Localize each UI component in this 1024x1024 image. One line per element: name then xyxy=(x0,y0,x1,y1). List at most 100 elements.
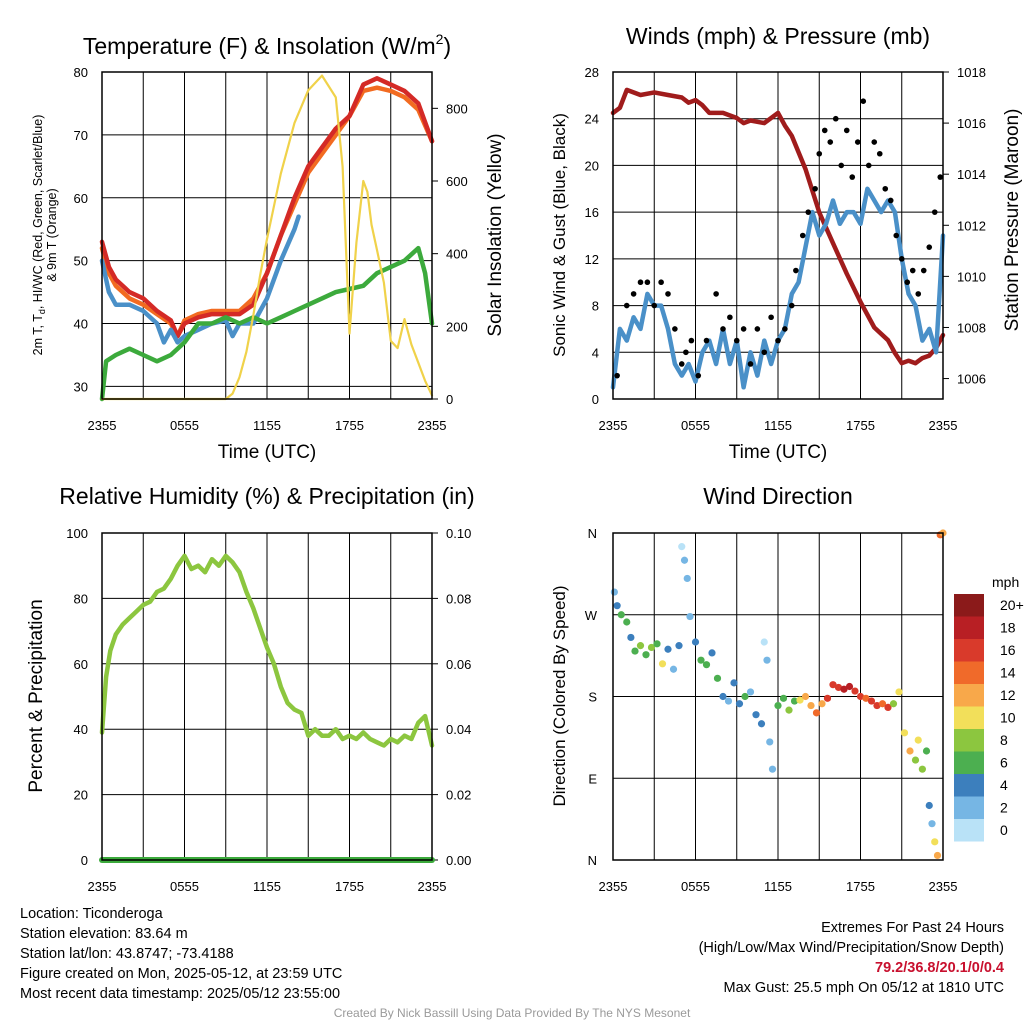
dir-xtick-label: 1755 xyxy=(846,879,875,894)
wind-point xyxy=(793,267,799,274)
legend-swatch xyxy=(954,616,984,639)
dir-plot-frame xyxy=(612,532,944,861)
dir-direction-point xyxy=(851,687,859,695)
temp-y2tick-label: 400 xyxy=(446,247,468,262)
wind-y2tick-label: 1010 xyxy=(957,269,986,284)
wind-point xyxy=(688,337,695,344)
wind-point xyxy=(893,232,900,239)
dir-direction-point xyxy=(829,681,837,689)
wind-point xyxy=(651,302,658,309)
wind-point xyxy=(849,174,856,180)
rh-y2tick-label: 0.04 xyxy=(446,722,471,737)
wind-point xyxy=(904,279,911,286)
temp-xtick-label: 1755 xyxy=(335,418,364,433)
dir-direction-point xyxy=(636,642,645,650)
wind-point xyxy=(740,326,747,332)
dir-direction-point xyxy=(708,649,716,657)
wind-point xyxy=(672,326,678,332)
legend-label: 0 xyxy=(1000,822,1008,838)
dir-ytick-label: E xyxy=(588,771,597,786)
legend-label: 12 xyxy=(1000,687,1016,703)
dir-xtick-label: 1155 xyxy=(764,879,792,894)
dir-ytick-label: S xyxy=(588,690,597,705)
dir-direction-point xyxy=(763,656,771,664)
wind-point xyxy=(713,291,719,297)
dir-direction-point xyxy=(889,700,898,708)
dir-direction-point xyxy=(617,611,625,619)
rh-xtick-label: 2355 xyxy=(418,879,447,894)
dir-direction-point xyxy=(774,701,782,710)
rh-y2tick-label: 0.08 xyxy=(446,591,471,606)
temp-ytick-label: 70 xyxy=(74,128,88,143)
temp-series-line-1 xyxy=(99,76,435,339)
dir-direction-point xyxy=(735,700,744,708)
dir-direction-point xyxy=(823,694,832,702)
dir-direction-point xyxy=(686,612,694,621)
dir-direction-point xyxy=(807,701,815,710)
temp-ylabel-left: 2m T, Td, HI/WC (Red, Green, Scarlet/Blu… xyxy=(31,115,59,356)
dir-direction-point xyxy=(856,692,865,701)
dir-direction-point xyxy=(730,679,738,687)
created-text: Figure created on Mon, 2025-05-12, at 23… xyxy=(20,966,343,982)
dir-direction-point xyxy=(911,756,920,764)
dir-direction-point xyxy=(719,692,727,701)
dir-ytick-label: W xyxy=(585,608,598,623)
wind-point xyxy=(812,185,818,192)
dir-direction-point xyxy=(931,838,939,846)
wind-point xyxy=(630,291,637,297)
wind-plot-frame xyxy=(612,71,944,400)
legend-swatch xyxy=(954,594,984,617)
svg-text:2m T, Td, HI/WC (Red, Green, S: 2m T, Td, HI/WC (Red, Green, Scarlet/Blu… xyxy=(31,115,47,356)
dir-direction-point xyxy=(862,694,870,702)
temp-series-line-3 xyxy=(99,245,435,402)
dir-direction-point xyxy=(683,574,691,583)
dir-direction-point xyxy=(818,700,826,708)
legend-label: 18 xyxy=(1000,620,1016,636)
wind-point xyxy=(843,127,850,134)
dir-direction-point xyxy=(669,665,678,673)
rh-xtick-label: 0555 xyxy=(170,879,199,894)
wind-point xyxy=(937,174,944,180)
dir-direction-point xyxy=(675,642,683,650)
wind-point xyxy=(614,372,620,379)
dir-direction-point xyxy=(713,674,722,682)
dir-direction-point xyxy=(801,692,810,701)
wind-point xyxy=(915,291,922,297)
dir-direction-point xyxy=(724,697,733,705)
temp-y2tick-label: 800 xyxy=(446,101,468,116)
wind-point xyxy=(733,337,740,344)
dir-direction-point xyxy=(925,801,933,810)
wind-point xyxy=(931,209,938,215)
wind-point xyxy=(882,185,889,192)
rh-y2tick-label: 0.06 xyxy=(446,657,471,672)
station-info: Location: Ticonderoga Station elevation:… xyxy=(20,904,342,1004)
temp-y2tick-label: 200 xyxy=(446,319,468,334)
elevation-text: Station elevation: 83.64 m xyxy=(20,926,188,942)
plot-layer: 2355 0555 1155 1755 235530405060708002004006… xyxy=(66,65,1023,894)
wind-plot: 2355 0555 1155 1755 235504812162024281006100… xyxy=(585,65,986,433)
rh-plot-frame xyxy=(101,532,433,861)
dir-direction-point xyxy=(653,640,661,648)
wind-y2tick-label: 1006 xyxy=(957,372,986,387)
max-gust-text: Max Gust: 25.5 mph On 05/12 at 1810 UTC xyxy=(723,980,1004,996)
temp-xtick-label: 2355 xyxy=(418,418,447,433)
dir-direction-point xyxy=(678,543,686,551)
wind-point xyxy=(678,361,685,367)
temp-title: Temperature (F) & Insolation (W/m2) xyxy=(83,31,451,59)
wind-point xyxy=(703,337,710,344)
wind-point xyxy=(782,326,788,332)
rh-ylabel-left: Percent & Precipitation xyxy=(26,599,47,792)
temp-ytick-label: 80 xyxy=(74,65,88,80)
wind-point xyxy=(887,197,894,204)
legend-swatch xyxy=(954,751,984,774)
dir-direction-point xyxy=(906,747,914,755)
wind-point xyxy=(827,139,834,145)
dir-direction-point xyxy=(779,694,788,702)
dir-direction-point xyxy=(680,556,689,564)
wind-ytick-label: 4 xyxy=(592,345,599,360)
wind-point xyxy=(727,314,733,321)
legend-label: 2 xyxy=(1000,800,1008,816)
wind-point xyxy=(720,326,726,332)
legend-label: 20+ xyxy=(1000,597,1024,613)
